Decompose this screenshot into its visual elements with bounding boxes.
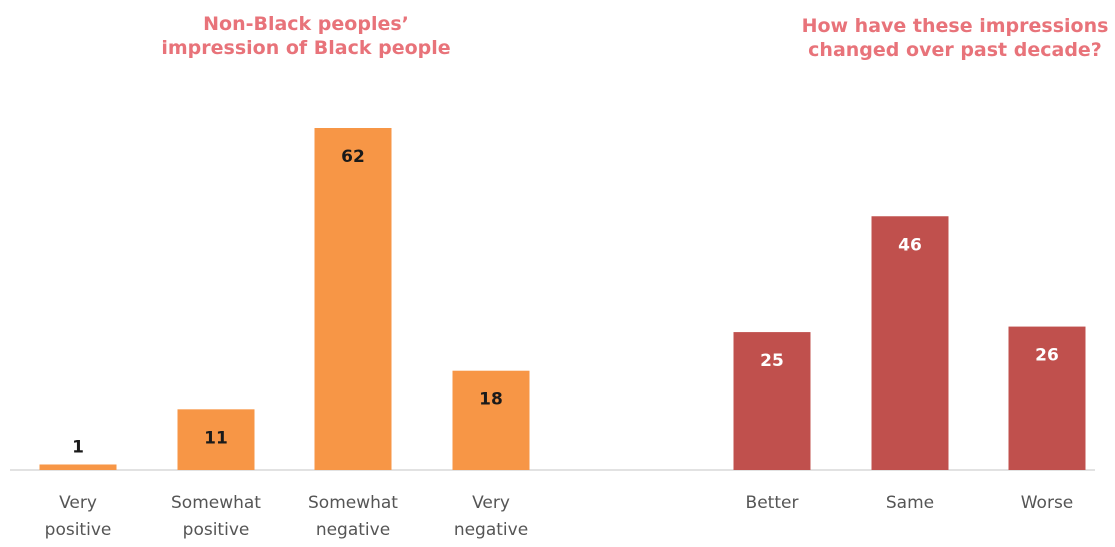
chart-1-category-label-3: Somewhat negative — [308, 493, 398, 540]
chart-2-bar-1 — [733, 332, 811, 470]
chart-1-category-label-4: Very negative — [454, 493, 528, 540]
chart-1-title: Non-Black peoples’ impression of Black pe… — [161, 13, 450, 59]
chart-2-bar-2 — [871, 216, 949, 470]
chart-2-value-label-2: 46 — [898, 235, 922, 255]
chart-1-bar-1 — [39, 464, 117, 470]
chart-1-bar-4 — [452, 370, 530, 470]
chart-2-value-label-1: 25 — [760, 351, 784, 371]
chart-1-category-label-1: Very positive — [45, 493, 112, 540]
chart-2-value-label-3: 26 — [1035, 346, 1059, 366]
chart-1-bar-2 — [177, 409, 255, 470]
chart-1-category-label-2: Somewhat positive — [171, 493, 261, 540]
chart-2-category-label-2: Same — [886, 493, 934, 513]
chart-2-category-label-1: Better — [746, 493, 799, 513]
chart-1-value-label-2: 11 — [204, 428, 228, 448]
chart-2-bar-3 — [1008, 326, 1086, 470]
chart-1-value-label-4: 18 — [479, 390, 503, 410]
chart-1-value-label-1: 1 — [72, 437, 84, 457]
chart-2-title: How have these impressions changed over p… — [802, 15, 1109, 61]
chart-1-bar-3 — [314, 128, 392, 470]
chart-1-value-label-3: 62 — [341, 147, 365, 167]
chart-2-category-label-3: Worse — [1021, 493, 1074, 513]
